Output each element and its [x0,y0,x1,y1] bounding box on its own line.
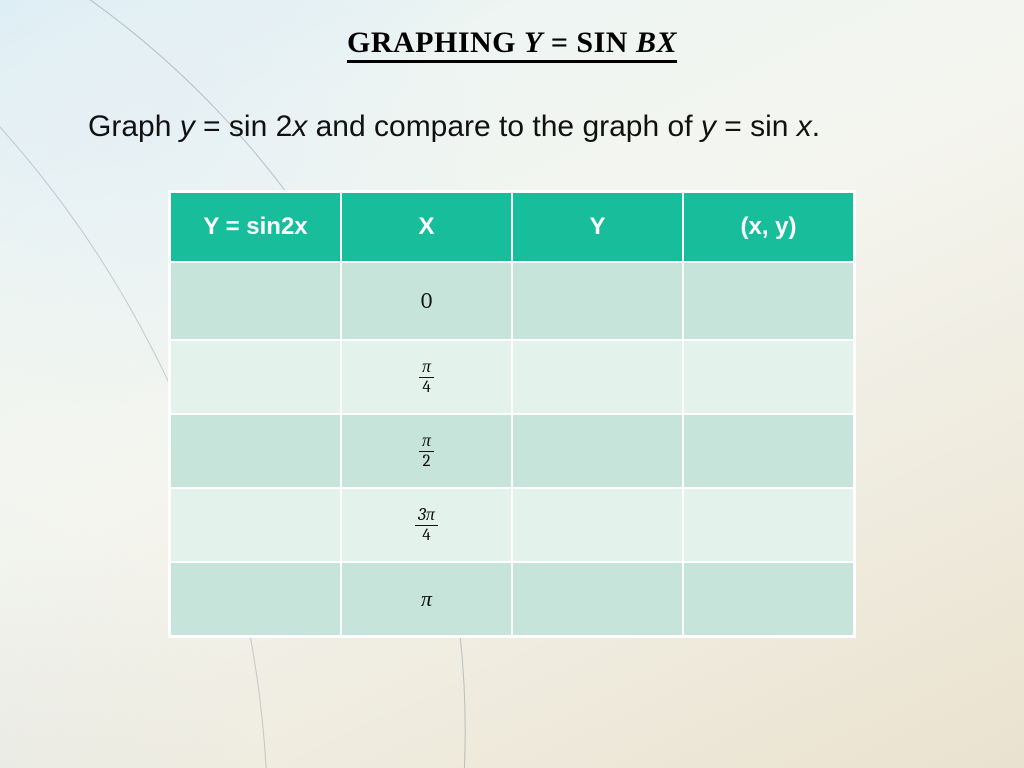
cell [170,340,341,414]
cell [683,562,854,636]
cell [170,262,341,340]
cell [170,488,341,562]
cell [683,340,854,414]
subtitle-part: . [812,110,820,143]
cell [512,562,683,636]
subtitle-part: and compare to the graph of [307,110,701,143]
subtitle-part: Graph [88,110,180,143]
fraction-denominator: 4 [415,525,438,544]
title-var-bx: bx [636,26,677,59]
fraction-numerator: 3π [415,506,438,525]
subtitle-var: y [701,110,716,143]
value-table: Y = sin2x X Y (x, y) 0 π 4 [168,190,856,638]
subtitle-part: = sin [716,110,797,143]
fraction-denominator: 2 [419,451,434,470]
cell [683,414,854,488]
col-header-y: Y [512,192,683,262]
table-row: π 4 [170,340,854,414]
cell [512,262,683,340]
title-text-prefix: Graphing [347,26,524,59]
fraction-numerator: π [419,432,434,451]
fraction: π 2 [419,432,434,470]
slide: Graphing y = sin bx Graph y = sin 2x and… [0,0,1024,768]
cell-x: 3π 4 [341,488,512,562]
cell [512,414,683,488]
col-header-x: X [341,192,512,262]
subtitle-var: y [180,110,195,143]
fraction-denominator: 4 [419,377,434,396]
fraction: π 4 [419,358,434,396]
cell [683,488,854,562]
cell [512,340,683,414]
table-row: π 2 [170,414,854,488]
fraction: 3π 4 [415,506,438,544]
cell-x: 0 [341,262,512,340]
subtitle: Graph y = sin 2x and compare to the grap… [0,110,1024,144]
subtitle-var: x [292,110,307,143]
col-header-eqn: Y = sin2x [170,192,341,262]
table-header-row: Y = sin2x X Y (x, y) [170,192,854,262]
table-row: π [170,562,854,636]
fraction-numerator: π [419,358,434,377]
cell [683,262,854,340]
cell-x: π [341,562,512,636]
col-header-xy: (x, y) [683,192,854,262]
table-row: 0 [170,262,854,340]
subtitle-var: x [797,110,812,143]
cell-x: π 2 [341,414,512,488]
cell-x: π 4 [341,340,512,414]
subtitle-part: = sin 2 [195,110,293,143]
cell [170,562,341,636]
cell [170,414,341,488]
title-var-y: y [524,26,543,59]
slide-title: Graphing y = sin bx [0,26,1024,60]
cell [512,488,683,562]
table-row: 3π 4 [170,488,854,562]
title-text-mid: = sin [543,26,636,59]
value-table-container: Y = sin2x X Y (x, y) 0 π 4 [168,190,856,638]
